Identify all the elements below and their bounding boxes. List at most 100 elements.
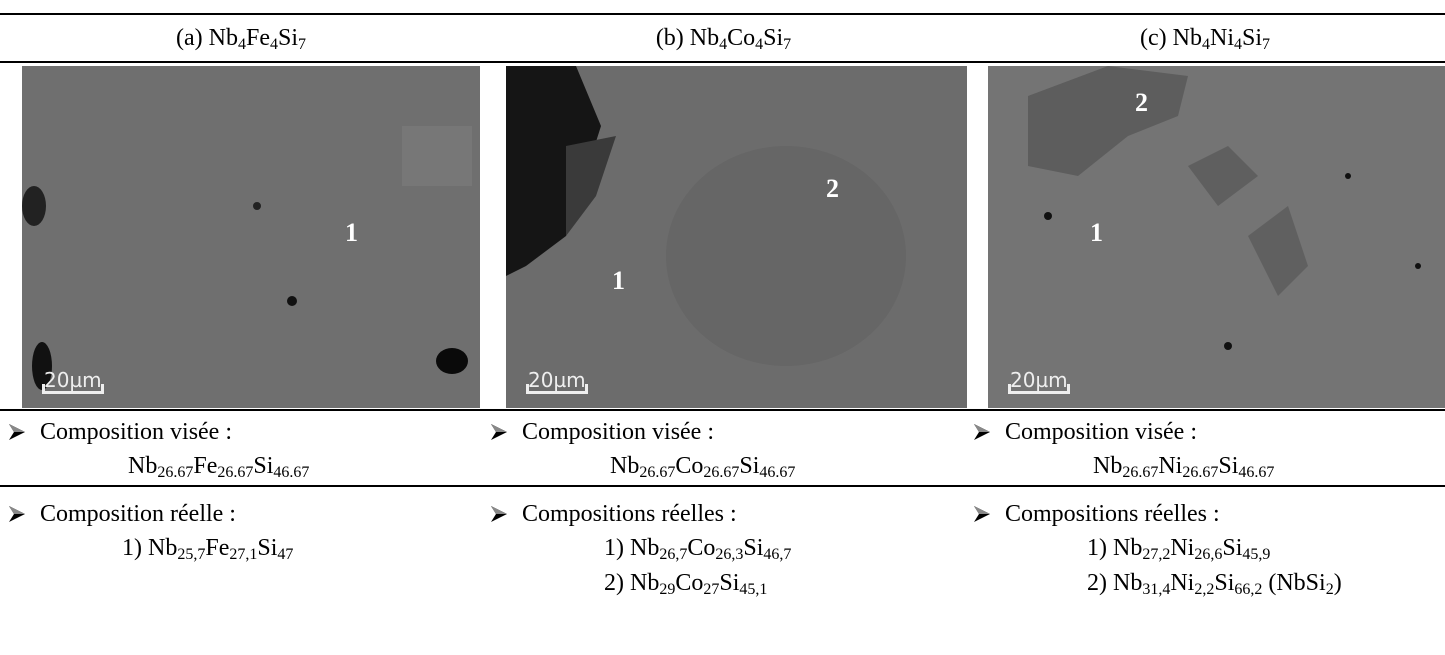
bullet [491, 506, 507, 522]
element: Si [253, 453, 274, 479]
element: Si [257, 535, 278, 561]
element: Si [1214, 570, 1235, 596]
element: ) [1333, 570, 1342, 596]
scale-bar: 20µm [1008, 368, 1070, 394]
rule [0, 61, 1445, 63]
element: Fe [245, 25, 270, 51]
column-label: (b) [655, 25, 684, 51]
subscript: 27 [703, 581, 720, 598]
element: Fe [193, 453, 218, 479]
subscript: 2,2 [1194, 581, 1215, 598]
real-composition: 1) Nb26,7Co26,3Si46,7 [604, 534, 792, 563]
element: Ni [1170, 570, 1195, 596]
element: Nb [1113, 535, 1143, 561]
element: Co [675, 570, 704, 596]
element: Nb [1113, 570, 1143, 596]
target-formula: Nb26.67Fe26.67Si46.67 [128, 452, 310, 481]
micrograph [22, 66, 480, 408]
subscript: 29 [659, 581, 676, 598]
element: Si [763, 25, 784, 51]
element: Si [277, 25, 298, 51]
real-heading: Compositions réelles : [1005, 501, 1220, 527]
subscript: 4 [269, 36, 278, 53]
phase-marker: 2 [1135, 88, 1148, 117]
subscript: 4 [237, 36, 246, 53]
bullet [974, 424, 990, 440]
real-composition: 1) Nb25,7Fe27,1Si47 [122, 534, 293, 563]
subscript: 46.67 [273, 464, 310, 481]
element: Nb [1172, 25, 1202, 51]
subscript: 4 [1201, 36, 1210, 53]
subscript: 46,7 [763, 546, 792, 563]
real-composition: 1) Nb27,2Ni26,6Si45,9 [1087, 534, 1271, 563]
subscript: 4 [755, 36, 764, 53]
element: Ni [1158, 453, 1183, 479]
column-title: (b) Nb4Co4Si7 [482, 24, 965, 53]
subscript: 26.67 [1182, 464, 1219, 481]
element: Nb [148, 535, 178, 561]
sem-image: 2 1 20µm [506, 66, 967, 408]
subscript: 66,2 [1234, 581, 1263, 598]
element: Nb [208, 25, 238, 51]
phase-marker: 1 [345, 218, 358, 247]
subscript: 26.67 [157, 464, 194, 481]
index: 1) [1087, 535, 1107, 561]
subscript: 26.67 [1122, 464, 1159, 481]
subscript: 26.67 [217, 464, 254, 481]
subscript: 2 [1325, 581, 1334, 598]
element: Nb [630, 570, 660, 596]
element: Ni [1209, 25, 1234, 51]
bullet [974, 506, 990, 522]
element: Si [739, 453, 760, 479]
phase-marker: 2 [826, 174, 839, 203]
element: Fe [205, 535, 230, 561]
subscript: 25,7 [177, 546, 206, 563]
real-composition: 2) Nb29Co27Si45,1 [604, 569, 767, 598]
real-heading: Compositions réelles : [522, 501, 737, 527]
element: Nb [128, 453, 158, 479]
target-heading: Composition visée : [40, 419, 232, 445]
target-heading: Composition visée : [1005, 419, 1197, 445]
element: Co [675, 453, 704, 479]
subscript: 46.67 [759, 464, 796, 481]
target-formula: Nb26.67Co26.67Si46.67 [610, 452, 796, 481]
subscript: 26,6 [1194, 546, 1223, 563]
rule [0, 13, 1445, 15]
target-formula: Nb26.67Ni26.67Si46.67 [1093, 452, 1275, 481]
element: Co [687, 535, 716, 561]
real-composition: 2) Nb31,4Ni2,2Si66,2 (NbSi2) [1087, 569, 1342, 598]
element: Nb [630, 535, 660, 561]
subscript: 31,4 [1142, 581, 1171, 598]
bullet [491, 424, 507, 440]
phase-marker: 1 [1090, 218, 1103, 247]
subscript: 45,9 [1242, 546, 1271, 563]
subscript: 4 [719, 36, 728, 53]
sem-image: 2 1 20µm [988, 66, 1445, 408]
subscript: 7 [1262, 36, 1270, 53]
column-title: (a) Nb4Fe4Si7 [0, 24, 482, 53]
element: Nb [689, 25, 720, 51]
target-heading: Composition visée : [522, 419, 714, 445]
index: 2) [1087, 570, 1107, 596]
scale-bar: 20µm [42, 368, 104, 394]
element: Ni [1170, 535, 1195, 561]
subscript: 26,7 [659, 546, 688, 563]
subscript: 27,2 [1142, 546, 1171, 563]
element: Si [1241, 25, 1262, 51]
subscript: 27,1 [229, 546, 258, 563]
subscript: 46.67 [1238, 464, 1275, 481]
bullet [9, 506, 25, 522]
element: Nb [1093, 453, 1123, 479]
subscript: 4 [1233, 36, 1242, 53]
element: Si [1222, 535, 1243, 561]
element: Co [727, 25, 756, 51]
subscript: 26,3 [715, 546, 744, 563]
subscript: 26.67 [703, 464, 740, 481]
column-title: (c) Nb4Ni4Si7 [965, 24, 1445, 53]
note: (NbSi2) [1268, 570, 1342, 598]
element: (NbSi [1268, 570, 1326, 596]
element: Si [719, 570, 740, 596]
real-heading: Composition réelle : [40, 501, 236, 527]
scale-bar: 20µm [526, 368, 588, 394]
micrograph [988, 66, 1445, 408]
